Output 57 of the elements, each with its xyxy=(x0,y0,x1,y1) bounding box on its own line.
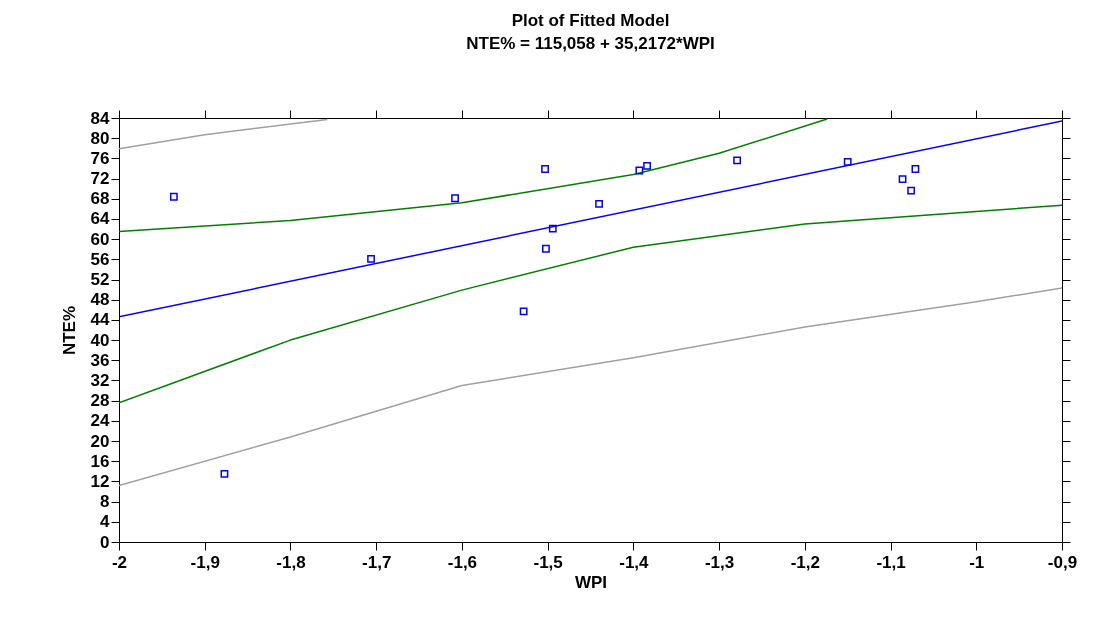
chart-title: Plot of Fitted Model xyxy=(511,11,670,30)
point xyxy=(911,165,920,173)
point xyxy=(643,162,651,170)
line-series xyxy=(119,204,1062,404)
y-tick-label: 12 xyxy=(90,471,110,491)
point xyxy=(733,156,742,165)
x-tick-label: -1,3 xyxy=(704,552,735,572)
x-tick-label: -1,7 xyxy=(362,552,392,572)
point xyxy=(541,165,549,173)
y-tick-label: 16 xyxy=(90,451,110,471)
x-tick-label: -2 xyxy=(111,552,128,572)
x-axis-title: WPI xyxy=(574,572,608,592)
y-axis-title: NTE% xyxy=(59,305,79,356)
y-tick-label: 68 xyxy=(90,189,110,209)
y-tick-label: 52 xyxy=(90,270,110,290)
x-tick-label: -1,5 xyxy=(533,552,563,572)
point xyxy=(519,307,528,316)
x-tick-label: -1,1 xyxy=(876,552,906,572)
point xyxy=(169,192,178,201)
x-tick-label: -1,4 xyxy=(619,552,650,572)
x-tick-label: -1,6 xyxy=(447,552,478,572)
y-tick-label: 48 xyxy=(90,290,110,310)
y-tick-label: 28 xyxy=(90,391,110,411)
y-tick-label: 4 xyxy=(100,512,111,532)
point xyxy=(595,199,603,208)
point xyxy=(367,254,375,263)
y-tick-label: 72 xyxy=(90,169,110,189)
point xyxy=(898,175,907,183)
x-tick-label: -1,8 xyxy=(276,552,306,572)
x-tick-label: -1,9 xyxy=(190,552,220,572)
y-tick-label: 84 xyxy=(90,108,111,128)
y-tick-label: 64 xyxy=(90,209,111,229)
y-tick-label: 0 xyxy=(100,532,110,552)
x-tick-label: -0,9 xyxy=(1047,552,1078,572)
point xyxy=(542,244,550,253)
y-tick-label: 80 xyxy=(90,128,110,148)
point xyxy=(843,158,852,166)
y-tick-label: 60 xyxy=(90,229,110,249)
y-tick-label: 76 xyxy=(90,148,110,168)
y-tick-label: 8 xyxy=(100,492,110,512)
y-tick-label: 24 xyxy=(90,411,111,431)
x-tick-label: -1,2 xyxy=(790,552,820,572)
x-tick-label: -1 xyxy=(969,552,985,572)
y-tick-label: 56 xyxy=(90,249,110,269)
point xyxy=(907,186,916,195)
point xyxy=(220,469,229,478)
point xyxy=(635,166,644,175)
y-tick-label: 40 xyxy=(90,330,110,350)
y-tick-label: 32 xyxy=(90,370,110,390)
point xyxy=(548,224,557,233)
point xyxy=(451,194,459,203)
y-tick-label: 44 xyxy=(90,310,111,330)
y-tick-label: 36 xyxy=(90,350,110,370)
line-series xyxy=(119,287,1062,487)
y-tick-label: 20 xyxy=(90,431,110,451)
line-series xyxy=(119,118,828,233)
chart-subtitle: NTE% = 115,058 + 35,2172*WPI xyxy=(466,34,715,53)
